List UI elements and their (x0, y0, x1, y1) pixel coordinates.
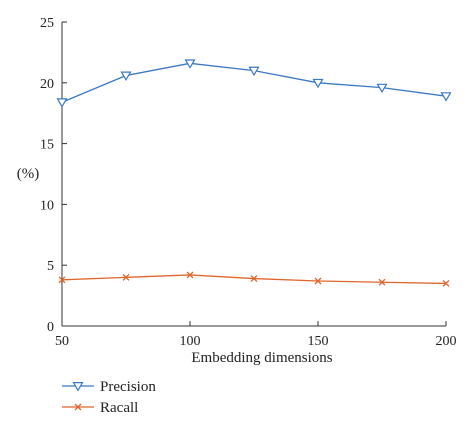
y-axis-label: (%) (17, 166, 40, 182)
marker-stroke (58, 276, 66, 284)
y-tick-label: 15 (40, 138, 54, 153)
axes: 0 5 10 15 20 25 50 100 150 200 (40, 16, 457, 349)
data-point-precision (248, 66, 260, 77)
marker-stroke (74, 403, 82, 411)
legend-item-precision: Precision (62, 379, 156, 395)
y-tick-label: 25 (40, 16, 54, 31)
x-tick-label: 200 (436, 334, 457, 349)
marker-stroke (122, 273, 130, 281)
y-tick-label: 0 (47, 320, 54, 335)
data-point-racall (122, 273, 130, 281)
data-point-precision (120, 71, 132, 81)
legend-label: Precision (100, 379, 156, 395)
data-point-racall (250, 275, 258, 283)
series-precision (56, 59, 452, 108)
data-point-precision (376, 83, 388, 94)
marker-stroke (314, 277, 322, 285)
legend-marker (74, 403, 82, 411)
x-tick-label: 50 (55, 334, 69, 349)
data-point-racall (378, 278, 386, 286)
marker-stroke (442, 279, 450, 287)
x-tick-label: 100 (180, 334, 201, 349)
legend-marker (72, 382, 84, 392)
series-racall (58, 271, 450, 287)
marker-stroke (186, 271, 194, 279)
data-point-racall (314, 277, 322, 285)
data-point-precision (440, 92, 452, 102)
y-tick-label: 5 (47, 259, 54, 274)
x-axis-label: Embedding dimensions (191, 350, 332, 366)
x-tick-label: 150 (308, 334, 329, 349)
data-point-precision (56, 98, 68, 108)
data-point-racall (58, 276, 66, 284)
y-tick-label: 20 (40, 77, 54, 92)
data-point-racall (186, 271, 194, 279)
data-point-precision (312, 78, 324, 89)
data-point-precision (184, 59, 196, 69)
y-tick-label: 10 (40, 198, 54, 213)
marker-stroke (378, 278, 386, 286)
data-point-racall (442, 279, 450, 287)
series-layer (56, 59, 452, 287)
legend-label: Racall (100, 400, 138, 416)
legend: Precision Racall (62, 379, 156, 416)
marker-stroke (250, 275, 258, 283)
legend-item-racall: Racall (62, 400, 138, 416)
